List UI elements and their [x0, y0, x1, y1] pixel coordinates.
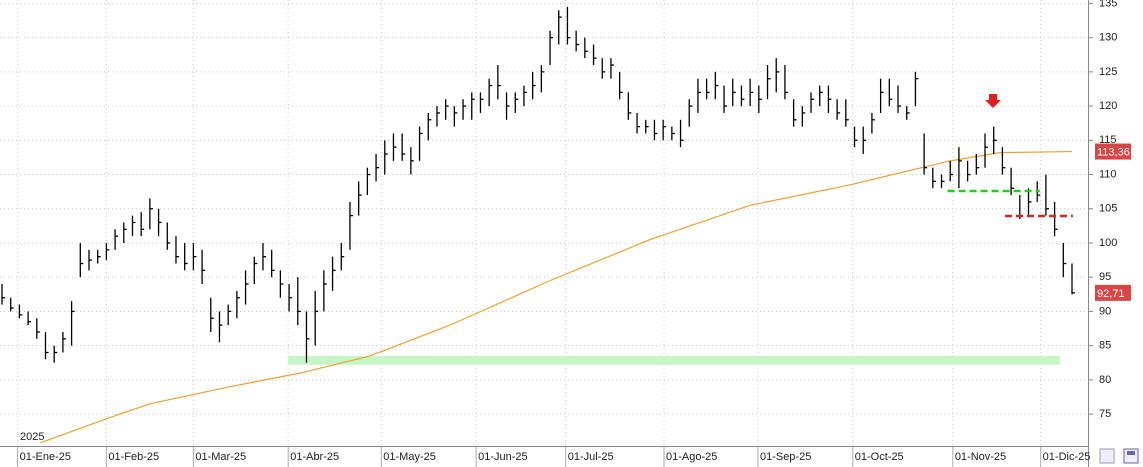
- x-tick-label: 01-Ene-25: [20, 451, 71, 463]
- x-tick-label: 01-Nov-25: [955, 451, 1006, 463]
- x-tick-label: 01-Ago-25: [666, 451, 717, 463]
- plot-area: [0, 0, 1088, 446]
- x-tick-label: 01-Oct-25: [855, 451, 904, 463]
- y-tick-label: 130: [1099, 32, 1117, 44]
- y-tick-label: 120: [1099, 100, 1117, 112]
- zoom-icon[interactable]: [1099, 448, 1115, 464]
- price-tag-label: 113,36: [1097, 146, 1130, 158]
- y-tick-label: 125: [1099, 66, 1117, 78]
- y-tick-label: 105: [1099, 203, 1117, 215]
- y-tick-label: 100: [1099, 237, 1117, 249]
- support-band: [288, 355, 1060, 365]
- x-axis-strip: [0, 447, 1143, 467]
- y-tick-label: 110: [1099, 168, 1117, 180]
- x-tick-label: 01-Feb-25: [108, 451, 159, 463]
- y-tick-label: 115: [1099, 134, 1117, 146]
- price-tag: [1095, 143, 1131, 160]
- y-tick-label: 85: [1099, 340, 1111, 352]
- moving-average: [40, 150, 1073, 444]
- y-tick-label: 95: [1099, 271, 1111, 283]
- x-tick-label: 01-Jul-25: [568, 451, 614, 463]
- y-tick-label: 90: [1099, 305, 1111, 317]
- x-tick-label: 01-Jun-25: [478, 451, 528, 463]
- y-tick-label: 80: [1099, 374, 1111, 386]
- y-tick-label: 135: [1099, 0, 1117, 9]
- x-tick-label: 01-Dic-25: [1043, 451, 1091, 463]
- x-tick-label: 01-Sep-25: [760, 451, 811, 463]
- price-tag-label: 92,71: [1097, 288, 1125, 300]
- x-tick-label: 01-Abr-25: [290, 451, 339, 463]
- price-tag: [1095, 284, 1131, 301]
- year-label: 2025: [20, 431, 44, 443]
- x-tick-label: 01-May-25: [383, 451, 436, 463]
- save-icon-detail: [1127, 451, 1135, 455]
- signal-arrow: [985, 94, 1001, 108]
- y-tick-label: 75: [1099, 408, 1111, 420]
- x-tick-label: 01-Mar-25: [195, 451, 246, 463]
